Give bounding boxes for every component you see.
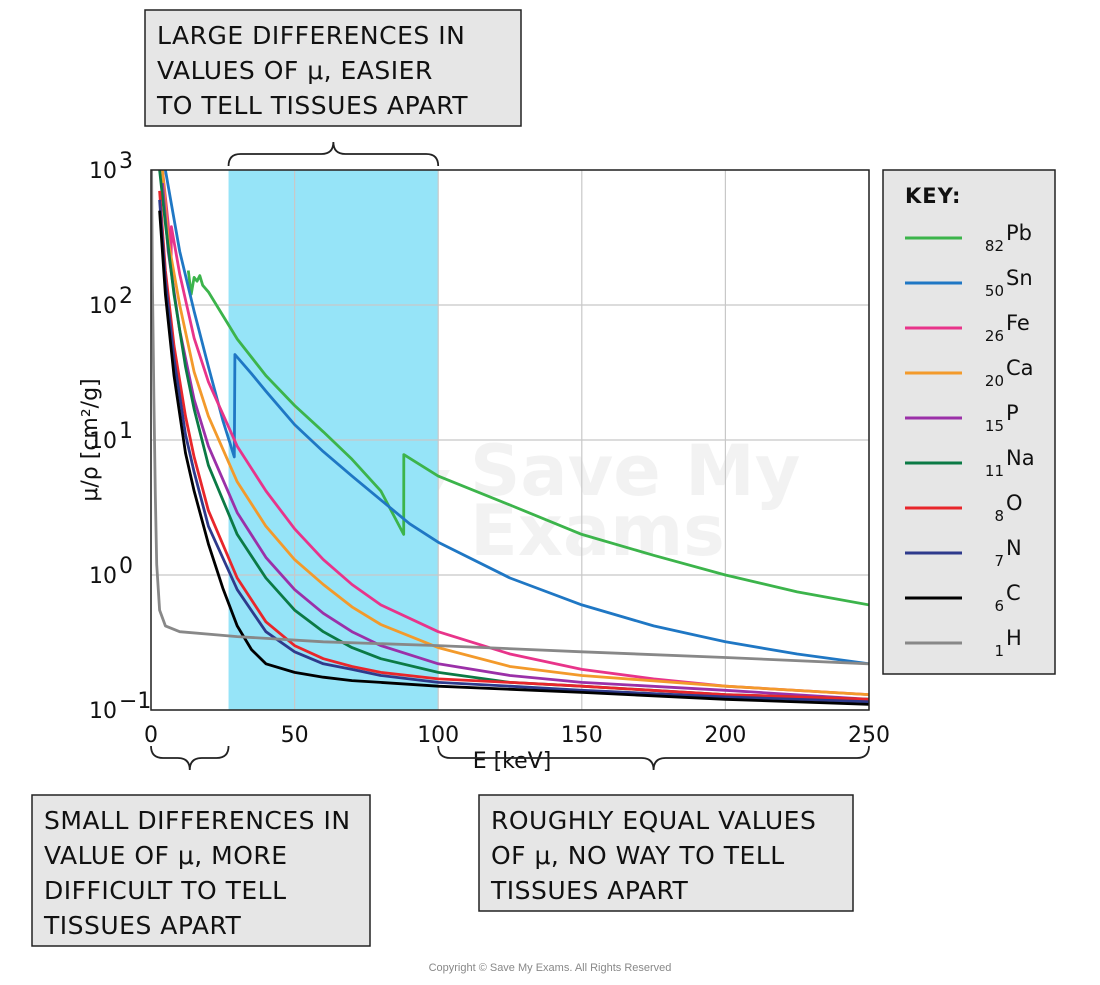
legend-element-pb: Pb [1006,221,1032,245]
y-tick-base: 10 [89,564,117,589]
legend-atomic-number: 7 [994,552,1004,570]
watermark: Save My Exams [360,395,800,600]
legend-atomic-number: 6 [994,597,1004,615]
annotation-line: OF μ, NO WAY TO TELL [491,841,785,870]
series-line-ca [161,170,869,696]
annotation-line: TO TELL TISSUES APART [156,91,468,120]
brace [150,745,230,771]
legend-atomic-number: 11 [985,462,1004,480]
y-tick-base: 10 [89,429,117,454]
y-tick-base: 10 [89,294,117,319]
y-tick-exponent: 3 [119,149,133,174]
series-line-p [161,182,869,701]
series-line-sn [164,170,869,666]
series-line-fe [161,170,869,696]
y-tick-exponent: 1 [119,419,133,444]
x-tick-labels: 0 50 100 150 200 250 [144,723,890,748]
series-line-n [158,199,869,704]
legend-atomic-number: 50 [985,282,1004,300]
brace [437,745,870,771]
series-lines [151,170,869,706]
legend-element-h: H [1006,626,1022,650]
legend-atomic-number: 8 [994,507,1004,525]
legend-box [882,169,1056,675]
series-line-c [158,210,869,706]
annotation-line: TISSUES APART [43,911,242,940]
annotation-line: VALUE OF μ, MORE [44,841,288,870]
y-axis-label: μ/ρ [cm²/g] [78,378,103,501]
y-tick-base: 10 [89,699,117,724]
x-tick-label: 250 [848,723,890,748]
plot-frame [150,169,870,711]
x-tick-label: 100 [417,723,459,748]
annotation-box-top [144,9,522,127]
legend-element-na: Na [1006,446,1035,470]
annotation-braces [150,141,870,771]
watermark-text-1: Save My [470,430,800,512]
legend-element-o: O [1006,491,1023,515]
legend-element-ca: Ca [1006,356,1034,380]
annotation-box-bottom-right [478,794,854,912]
y-tick-base: 10 [89,159,117,184]
legend-element-n: N [1006,536,1022,560]
annotation-box-bottom-left [31,794,371,947]
x-axis-label: E [keV] [473,749,552,774]
brace [227,141,440,167]
series-line-h [151,170,869,666]
legend-element-c: C [1006,581,1021,605]
legend-element-p: P [1006,401,1019,425]
legend-atomic-number: 20 [985,372,1004,390]
legend-atomic-number: 1 [994,642,1004,660]
legend-title: KEY: [905,184,961,208]
series-line-o [158,190,869,701]
legend-element-sn: Sn [1006,266,1033,290]
annotation-line: ROUGHLY EQUAL VALUES [491,806,816,835]
watermark-text-2: Exams [470,490,725,572]
x-tick-label: 150 [561,723,603,748]
x-tick-label: 50 [281,723,309,748]
y-tick-exponent: −1 [119,689,151,714]
annotation-line: VALUES OF μ, EASIER [157,56,433,85]
y-tick-exponent: 0 [119,554,133,579]
legend-atomic-number: 15 [985,417,1004,435]
annotation-line: DIFFICULT TO TELL [44,876,287,905]
legend-atomic-number: 82 [985,237,1004,255]
x-tick-label: 0 [144,723,158,748]
series-line-pb [186,270,869,607]
annotation-line: SMALL DIFFERENCES IN [44,806,351,835]
annotation-line: LARGE DIFFERENCES IN [157,21,465,50]
x-tick-label: 200 [704,723,746,748]
annotation-line: TISSUES APART [490,876,689,905]
legend-atomic-number: 26 [985,327,1004,345]
y-tick-exponent: 2 [119,284,133,309]
legend-element-fe: Fe [1006,311,1030,335]
copyright-notice: Copyright © Save My Exams. All Rights Re… [428,962,672,974]
annotation-boxes: LARGE DIFFERENCES IN VALUES OF μ, EASIER T… [31,9,854,947]
